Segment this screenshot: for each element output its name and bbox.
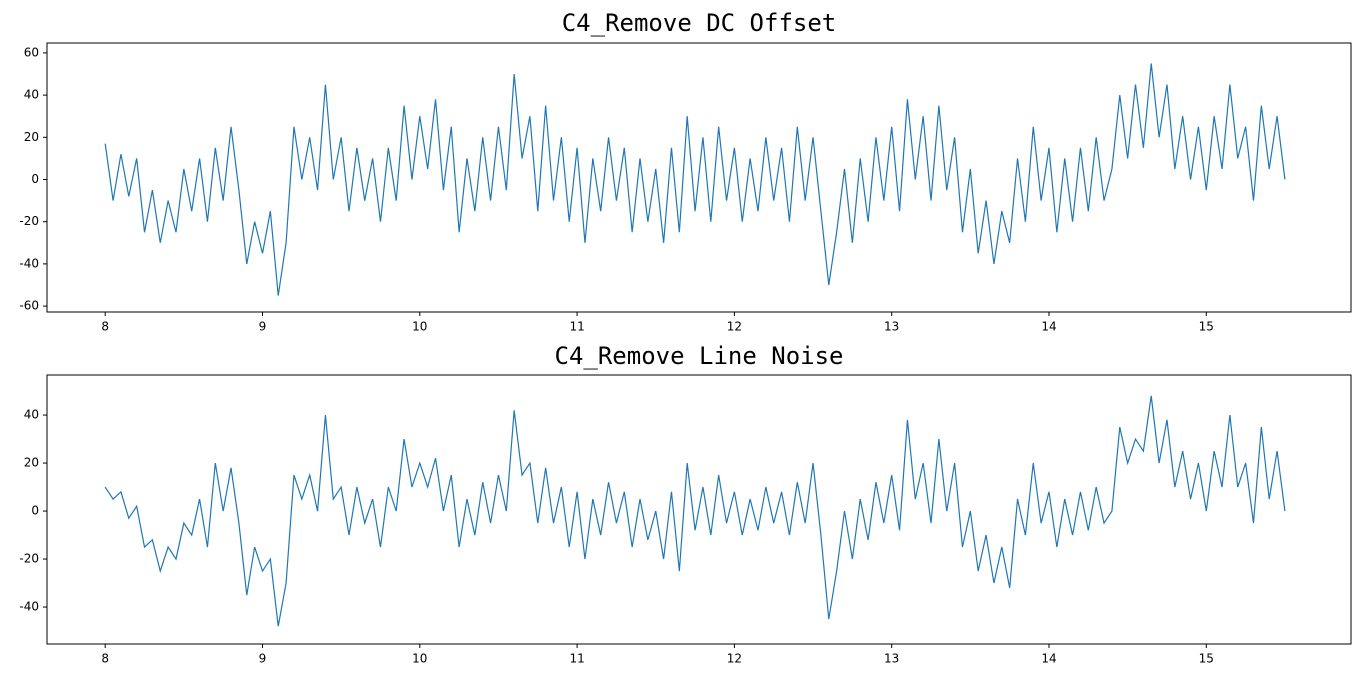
y-tick-label: 60: [24, 45, 39, 59]
x-tick-label: 8: [101, 320, 109, 334]
x-tick-label: 13: [884, 652, 899, 666]
y-tick-label: 0: [31, 504, 39, 518]
axes-frame: [46, 42, 1352, 313]
x-tick-label: 8: [101, 652, 109, 666]
y-tick-label: 0: [31, 172, 39, 186]
y-tick-label: -20: [19, 552, 39, 566]
x-tick-label: 15: [1199, 320, 1214, 334]
x-tick-label: 14: [1041, 652, 1056, 666]
x-tick-label: 10: [412, 320, 427, 334]
y-tick-label: -40: [19, 600, 39, 614]
y-tick-label: -60: [19, 299, 39, 313]
y-tick-label: -20: [19, 214, 39, 228]
y-tick-label: 40: [24, 408, 39, 422]
x-tick-label: 11: [569, 320, 584, 334]
y-tick-label: 20: [24, 456, 39, 470]
x-tick-label: 14: [1041, 320, 1056, 334]
axes-frame: [46, 374, 1352, 645]
chart-title: C4_Remove DC Offset: [562, 9, 837, 37]
x-tick-label: 10: [412, 652, 427, 666]
x-tick-label: 15: [1199, 652, 1214, 666]
x-tick-label: 11: [569, 652, 584, 666]
x-tick-label: 12: [727, 652, 742, 666]
y-tick-label: 20: [24, 130, 39, 144]
y-tick-label: 40: [24, 88, 39, 102]
x-tick-label: 12: [727, 320, 742, 334]
chart-title: C4_Remove Line Noise: [555, 342, 844, 370]
signal-line: [104, 395, 1286, 627]
signal-line: [104, 63, 1286, 296]
x-tick-label: 9: [259, 652, 267, 666]
x-tick-label: 13: [884, 320, 899, 334]
y-tick-label: -40: [19, 256, 39, 270]
x-tick-label: 9: [259, 320, 267, 334]
